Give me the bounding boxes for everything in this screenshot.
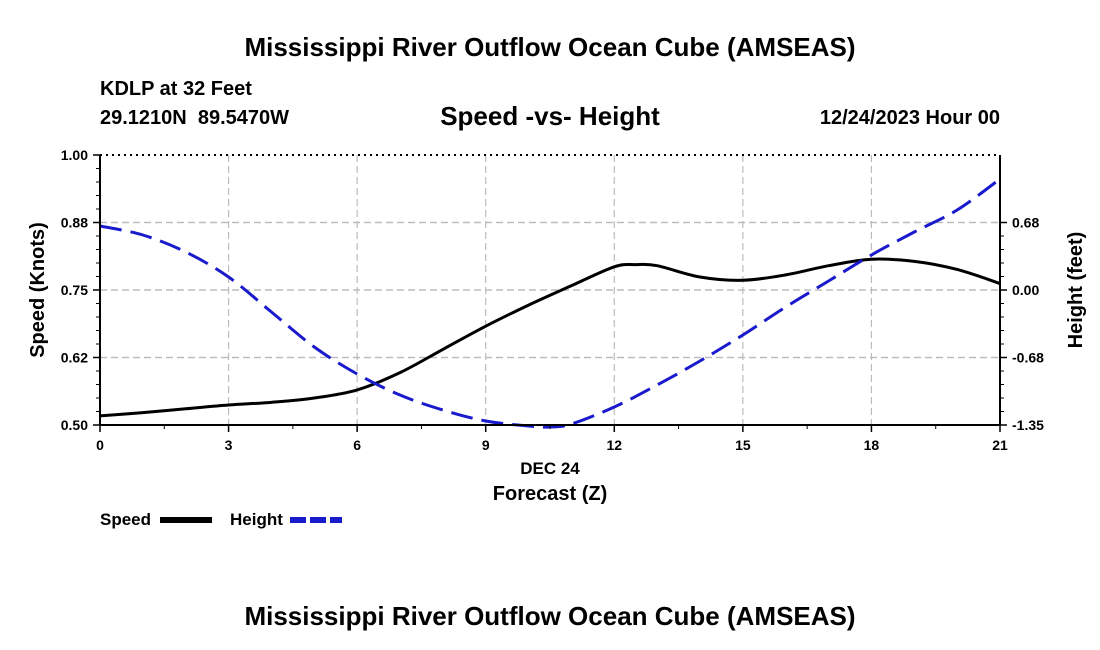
y-left-tick-label: 0.88 xyxy=(61,215,88,231)
y-axis-left-label: Speed (Knots) xyxy=(27,222,49,358)
series-line-speed xyxy=(99,257,1001,418)
station-label: KDLP at 32 Feet xyxy=(100,78,252,100)
y-right-tick-label: -1.35 xyxy=(1012,417,1044,433)
y-left-tick-label: 0.50 xyxy=(61,417,88,433)
chart-subtitle: Speed -vs- Height xyxy=(440,101,660,131)
location-label: 29.1210N 89.5470W xyxy=(100,107,289,129)
legend-speed-label: Speed xyxy=(100,510,151,529)
y-left-tick-label: 0.75 xyxy=(61,282,88,298)
y-left-tick-label: 0.62 xyxy=(61,350,88,366)
y-right-tick-label: -0.68 xyxy=(1012,350,1044,366)
x-tick-label: 15 xyxy=(735,437,751,453)
footer-title: Mississippi River Outflow Ocean Cube (AM… xyxy=(244,601,855,631)
y-axis-right-label: Height (feet) xyxy=(1065,232,1087,349)
x-tick-label: 0 xyxy=(96,437,104,453)
x-tick-label: 9 xyxy=(482,437,490,453)
x-tick-label: 6 xyxy=(353,437,361,453)
x-axis-date-label: DEC 24 xyxy=(520,459,580,478)
y-left-tick-label: 1.00 xyxy=(61,147,88,163)
x-tick-label: 18 xyxy=(864,437,880,453)
series-line-height xyxy=(99,177,1001,429)
legend-height-label: Height xyxy=(230,510,283,529)
series-layer xyxy=(99,177,1001,429)
legend: Speed Height xyxy=(100,510,342,529)
y-right-tick-label: 0.68 xyxy=(1012,215,1039,231)
y-right-tick-label: 0.00 xyxy=(1012,282,1039,298)
datetime-label: 12/24/2023 Hour 00 xyxy=(820,107,1000,129)
x-axis-label: Forecast (Z) xyxy=(493,483,607,505)
x-tick-label: 3 xyxy=(225,437,233,453)
x-tick-label: 21 xyxy=(992,437,1008,453)
chart-title: Mississippi River Outflow Ocean Cube (AM… xyxy=(244,32,855,62)
axes: 0 3 6 9 12 15 18 21 0.50 0.62 0.75 0.88 1.00 -1.35 -0.… xyxy=(61,147,1044,453)
x-tick-label: 12 xyxy=(606,437,622,453)
grid-lines xyxy=(100,155,1000,425)
